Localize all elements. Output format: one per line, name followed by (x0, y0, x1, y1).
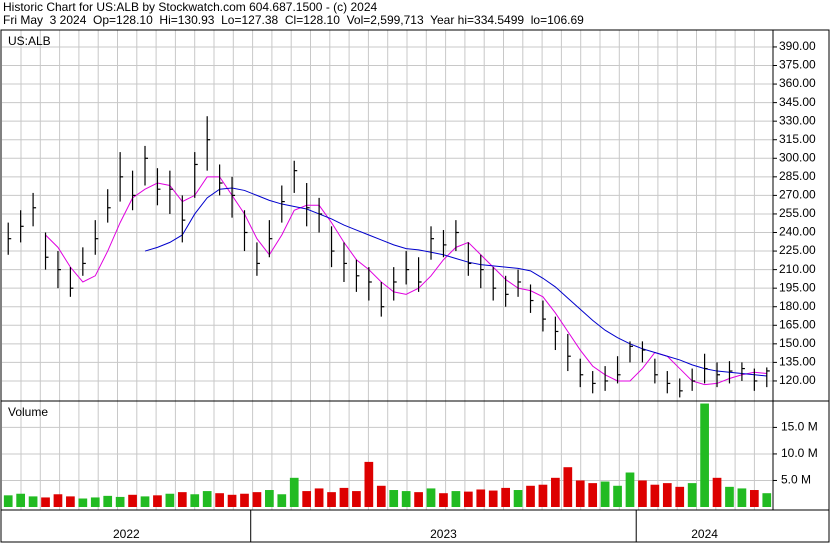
volume-bar (575, 480, 585, 507)
volume-bar (700, 403, 709, 507)
volume-bar (289, 477, 299, 507)
chart-title: Historic Chart for US:ALB by Stockwatch.… (3, 0, 377, 14)
volume-bar (563, 467, 573, 507)
volume-bar (41, 497, 50, 507)
volume-bar (625, 472, 635, 507)
volume-bar (165, 493, 175, 507)
y-tick-label: 390.00 (779, 39, 816, 53)
volume-bar (339, 487, 349, 507)
volume-bar (638, 480, 647, 507)
volume-bar (526, 485, 535, 507)
volume-bar (401, 491, 411, 507)
volume-bar (252, 492, 262, 507)
volume-bar (737, 488, 747, 507)
y-tick-label: 360.00 (779, 76, 816, 90)
moving-average (144, 187, 767, 377)
moving-average (45, 176, 767, 386)
y-tick-label: 165.00 (779, 317, 816, 331)
volume-bar (314, 488, 324, 507)
volume-bar (749, 490, 759, 507)
volume-bar (302, 491, 312, 507)
volume-bar (426, 488, 436, 507)
volume-bar (501, 487, 510, 507)
volume-bar (90, 497, 100, 507)
volume-bar (476, 489, 486, 507)
volume-bar (265, 490, 274, 507)
y-tick-label: 210.00 (779, 262, 816, 276)
chart-subtitle: Fri May 3 2024 Op=128.10 Hi=130.93 Lo=12… (3, 13, 584, 27)
volume-bar (762, 493, 772, 507)
v-tick-label: 15.0 M (781, 420, 818, 434)
volume-bar (16, 493, 26, 507)
volume-bar (538, 484, 548, 507)
volume-bar (140, 496, 150, 507)
volume-bar (28, 496, 38, 507)
volume-bar (513, 490, 523, 507)
volume-bar (376, 485, 386, 507)
volume-bar (650, 484, 660, 507)
frame (0, 29, 830, 543)
volume-bar (414, 492, 423, 507)
x-tick-label: 2024 (691, 527, 718, 541)
volume-bar (215, 493, 224, 507)
volume-bar (240, 493, 249, 507)
volume-bar (463, 491, 473, 507)
y-tick-label: 270.00 (779, 188, 816, 202)
volume-bar (551, 477, 560, 507)
volume-bar (687, 483, 697, 507)
volume-bar (588, 483, 598, 507)
y-tick-label: 180.00 (779, 299, 816, 313)
volume-bar (675, 486, 685, 507)
volume-bar (712, 477, 722, 507)
v-tick-label: 5.0 M (781, 473, 811, 487)
volume-bar (53, 494, 63, 507)
volume-bar (103, 495, 113, 507)
volume-bar (227, 494, 237, 507)
volume-bar (277, 494, 287, 507)
y-tick-label: 375.00 (779, 58, 816, 72)
grid (2, 30, 773, 510)
volume-bar (66, 496, 75, 507)
x-tick-label: 2022 (113, 527, 140, 541)
y-tick-label: 300.00 (779, 150, 816, 164)
volume-bar (202, 491, 212, 507)
volume-bar (662, 483, 672, 507)
y-tick-label: 120.00 (779, 373, 816, 387)
volume-bar (352, 491, 361, 507)
volume-bar (3, 495, 13, 507)
y-tick-label: 150.00 (779, 336, 816, 350)
volume-bar (613, 485, 622, 507)
v-tick-label: 10.0 M (781, 446, 818, 460)
x-tick-label: 2023 (430, 527, 457, 541)
volume-bar (725, 486, 734, 507)
volume-bar (327, 492, 336, 507)
y-tick-label: 240.00 (779, 225, 816, 239)
volume-bar (364, 461, 374, 507)
y-tick-label: 225.00 (779, 243, 816, 257)
volume-bar (451, 491, 461, 507)
y-tick-label: 195.00 (779, 280, 816, 294)
volume-label: Volume (8, 405, 48, 419)
symbol-label: US:ALB (8, 34, 51, 48)
volume-bar (488, 490, 498, 507)
volume-bar (115, 496, 125, 507)
y-tick-label: 135.00 (779, 355, 816, 369)
volume-bar (600, 481, 610, 507)
y-tick-label: 285.00 (779, 169, 816, 183)
volume-bar (153, 495, 162, 507)
volume-bar (128, 494, 137, 507)
volume-bar (78, 498, 88, 507)
y-tick-label: 315.00 (779, 132, 816, 146)
volume-bar (389, 490, 399, 507)
y-tick-label: 345.00 (779, 95, 816, 109)
volume-bar (190, 494, 200, 507)
volume-bar (177, 492, 187, 507)
y-tick-label: 255.00 (779, 206, 816, 220)
y-tick-label: 330.00 (779, 113, 816, 127)
volume-bar (439, 493, 448, 507)
